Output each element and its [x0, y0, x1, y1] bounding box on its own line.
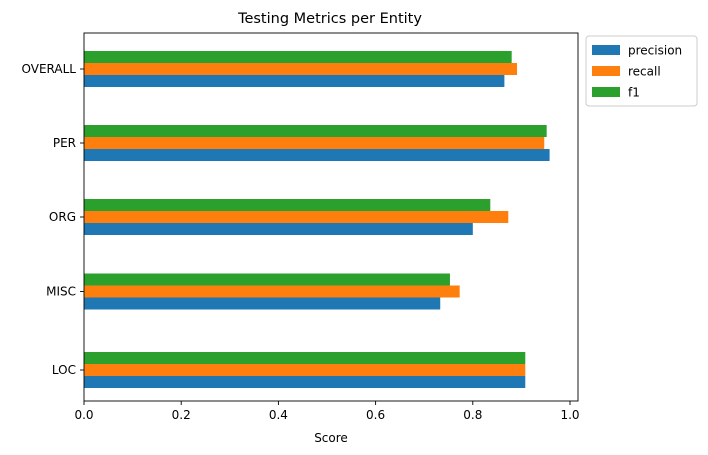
bar-f1-per — [84, 125, 547, 137]
x-tick-label: 0.6 — [366, 408, 385, 422]
bar-recall-misc — [84, 285, 460, 298]
bar-recall-loc — [84, 364, 526, 376]
x-axis-label: Score — [314, 431, 348, 445]
bar-recall-overall — [84, 63, 518, 75]
legend-swatch-f1 — [592, 87, 620, 97]
y-tick-label-overall: OVERALL — [22, 62, 77, 76]
bar-precision-loc — [84, 376, 526, 388]
x-axis: 0.0 0.2 0.4 0.6 0.8 1.0 — [74, 401, 580, 422]
bar-f1-org — [84, 199, 491, 211]
legend-label-precision: precision — [628, 44, 682, 58]
x-tick-label: 0.2 — [172, 408, 191, 422]
bar-recall-per — [84, 137, 545, 149]
legend-label-recall: recall — [628, 65, 661, 79]
bar-precision-org — [84, 223, 473, 235]
x-tick-label: 0.4 — [269, 408, 288, 422]
x-tick-label: 1.0 — [560, 408, 579, 422]
y-tick-label-org: ORG — [49, 210, 76, 224]
bar-f1-loc — [84, 352, 526, 364]
x-tick-label: 0.0 — [74, 408, 93, 422]
legend: precision recall f1 — [585, 35, 698, 107]
y-tick-label-loc: LOC — [52, 363, 76, 377]
bar-precision-per — [84, 149, 550, 161]
bar-f1-misc — [84, 273, 450, 286]
legend-swatch-precision — [592, 45, 620, 55]
chart-title: Testing Metrics per Entity — [237, 11, 422, 27]
x-tick-label: 0.8 — [463, 408, 482, 422]
bar-precision-overall — [84, 75, 505, 87]
y-tick-label-misc: MISC — [46, 285, 76, 299]
bars — [84, 51, 550, 388]
y-axis: LOC MISC ORG PER OVERALL — [22, 62, 84, 377]
bar-precision-misc — [84, 297, 441, 310]
legend-swatch-recall — [592, 66, 620, 76]
legend-label-f1: f1 — [628, 86, 640, 100]
bar-f1-overall — [84, 51, 512, 63]
y-tick-label-per: PER — [53, 136, 76, 150]
bar-recall-org — [84, 211, 509, 223]
